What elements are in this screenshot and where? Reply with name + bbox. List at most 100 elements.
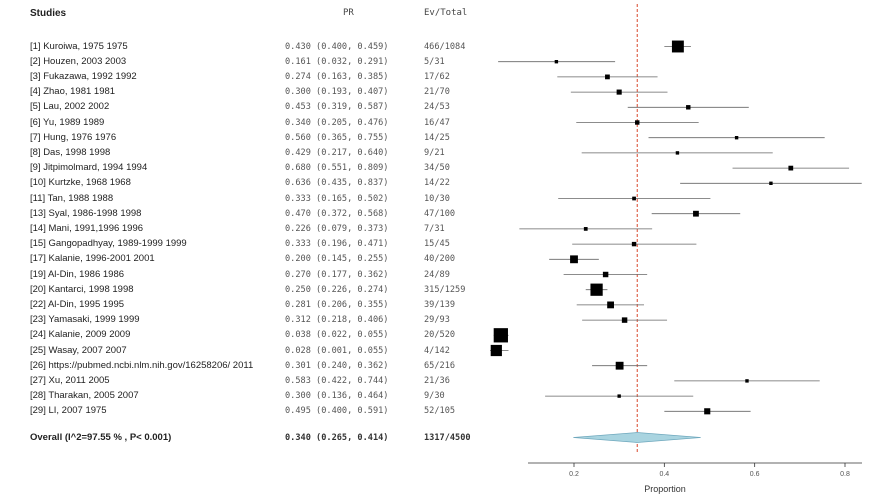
study-label: [23] Yamasaki, 1999 1999 xyxy=(30,314,140,326)
events-total: 20/520 xyxy=(424,330,456,341)
study-label: [9] Jitpimolmard, 1994 1994 xyxy=(30,162,148,174)
study-label: [17] Kalanie, 1996-2001 2001 xyxy=(30,253,155,265)
events-total: 40/200 xyxy=(424,254,456,265)
study-label: [24] Kalanie, 2009 2009 xyxy=(30,329,131,341)
pr-estimate: 0.340 (0.205, 0.476) xyxy=(285,117,389,128)
study-label: [3] Fukazawa, 1992 1992 xyxy=(30,70,137,82)
study-label: [27] Xu, 2011 2005 xyxy=(30,374,110,386)
point-estimate xyxy=(686,105,691,110)
point-estimate xyxy=(615,361,624,370)
events-total: 34/50 xyxy=(424,163,450,174)
events-total: 39/139 xyxy=(424,299,456,310)
study-label: [29] LI, 2007 1975 xyxy=(30,405,107,417)
pr-estimate: 0.161 (0.032, 0.291) xyxy=(285,56,389,67)
study-label: [5] Lau, 2002 2002 xyxy=(30,101,110,113)
point-estimate xyxy=(621,317,628,323)
pr-estimate: 0.340 (0.265, 0.414) xyxy=(285,432,389,443)
x-tick-label: 0.4 xyxy=(659,471,669,478)
point-estimate xyxy=(745,379,749,383)
pr-estimate: 0.200 (0.145, 0.255) xyxy=(285,254,389,265)
events-total: 466/1084 xyxy=(424,41,466,52)
events-total: 15/45 xyxy=(424,239,450,250)
study-label: [19] Al-Din, 1986 1986 xyxy=(30,268,125,280)
header-pr: PR xyxy=(343,8,354,18)
point-estimate xyxy=(769,181,773,185)
pr-estimate: 0.028 (0.001, 0.055) xyxy=(285,345,389,356)
point-estimate xyxy=(493,328,508,343)
study-label: [7] Hung, 1976 1976 xyxy=(30,131,117,143)
study-label: [11] Tan, 1988 1988 xyxy=(30,192,114,204)
events-total: 21/70 xyxy=(424,87,450,98)
point-estimate xyxy=(635,120,640,125)
pr-estimate: 0.680 (0.551, 0.809) xyxy=(285,163,389,174)
header-studies: Studies xyxy=(30,8,67,19)
events-total: 16/47 xyxy=(424,117,450,128)
point-estimate xyxy=(570,255,578,264)
study-label: [10] Kurtzke, 1968 1968 xyxy=(30,177,131,189)
pr-estimate: 0.429 (0.217, 0.640) xyxy=(285,147,389,158)
pr-estimate: 0.281 (0.206, 0.355) xyxy=(285,299,389,310)
study-label: [28] Tharakan, 2005 2007 xyxy=(30,390,139,402)
events-total: 9/21 xyxy=(424,147,445,158)
pr-estimate: 0.470 (0.372, 0.568) xyxy=(285,208,389,219)
events-total: 14/25 xyxy=(424,132,450,143)
point-estimate xyxy=(788,165,794,171)
pr-estimate: 0.301 (0.240, 0.362) xyxy=(285,360,389,371)
events-total: 7/31 xyxy=(424,223,445,234)
point-estimate xyxy=(617,394,621,398)
pr-estimate: 0.636 (0.435, 0.837) xyxy=(285,178,389,189)
point-estimate xyxy=(704,408,711,415)
events-total: 24/89 xyxy=(424,269,450,280)
header-ev: Ev/Total xyxy=(424,8,468,18)
pr-estimate: 0.300 (0.193, 0.407) xyxy=(285,87,389,98)
pr-estimate: 0.583 (0.422, 0.744) xyxy=(285,375,389,386)
study-label: Overall (I^2=97.55 % , P< 0.001) xyxy=(30,431,172,443)
pr-estimate: 0.453 (0.319, 0.587) xyxy=(285,102,389,113)
events-total: 17/62 xyxy=(424,71,450,82)
point-estimate xyxy=(605,74,610,80)
point-estimate xyxy=(590,283,603,296)
events-total: 4/142 xyxy=(424,345,450,356)
pr-estimate: 0.250 (0.226, 0.274) xyxy=(285,284,389,295)
point-estimate xyxy=(583,227,588,231)
study-label: [14] Mani, 1991,1996 1996 xyxy=(30,222,144,234)
overall-diamond xyxy=(573,432,701,443)
point-estimate xyxy=(554,60,559,64)
pr-estimate: 0.333 (0.165, 0.502) xyxy=(285,193,389,204)
study-label: [8] Das, 1998 1998 xyxy=(30,146,111,158)
pr-estimate: 0.560 (0.365, 0.755) xyxy=(285,132,389,143)
events-total: 9/30 xyxy=(424,391,445,402)
pr-estimate: 0.495 (0.400, 0.591) xyxy=(285,406,389,417)
events-total: 10/30 xyxy=(424,193,450,204)
events-total: 52/105 xyxy=(424,406,456,417)
x-tick-label: 0.2 xyxy=(569,471,579,478)
pr-estimate: 0.270 (0.177, 0.362) xyxy=(285,269,389,280)
study-label: [4] Zhao, 1981 1981 xyxy=(30,86,116,98)
study-label: [26] https://pubmed.ncbi.nlm.nih.gov/162… xyxy=(30,359,254,371)
pr-estimate: 0.038 (0.022, 0.055) xyxy=(285,330,389,341)
point-estimate xyxy=(675,151,680,155)
pr-estimate: 0.312 (0.218, 0.406) xyxy=(285,315,389,326)
point-estimate xyxy=(734,136,739,140)
events-total: 24/53 xyxy=(424,102,450,113)
x-tick-label: 0.8 xyxy=(840,471,850,478)
point-estimate xyxy=(616,89,622,95)
study-label: [1] Kuroiwa, 1975 1975 xyxy=(30,40,128,52)
pr-estimate: 0.274 (0.163, 0.385) xyxy=(285,71,389,82)
study-label: [25] Wasay, 2007 2007 xyxy=(30,344,127,356)
events-total: 315/1259 xyxy=(424,284,466,295)
events-total: 5/31 xyxy=(424,56,445,67)
point-estimate xyxy=(671,40,684,53)
study-label: [20] Kantarci, 1998 1998 xyxy=(30,283,134,295)
events-total: 65/216 xyxy=(424,360,456,371)
pr-estimate: 0.226 (0.079, 0.373) xyxy=(285,223,389,234)
events-total: 29/93 xyxy=(424,315,450,326)
study-label: [2] Houzen, 2003 2003 xyxy=(30,55,127,67)
point-estimate xyxy=(693,210,699,217)
study-label: [6] Yu, 1989 1989 xyxy=(30,116,105,128)
point-estimate xyxy=(602,271,609,278)
pr-estimate: 0.430 (0.400, 0.459) xyxy=(285,41,389,52)
study-label: [13] Syal, 1986-1998 1998 xyxy=(30,207,142,219)
pr-estimate: 0.333 (0.196, 0.471) xyxy=(285,239,389,250)
